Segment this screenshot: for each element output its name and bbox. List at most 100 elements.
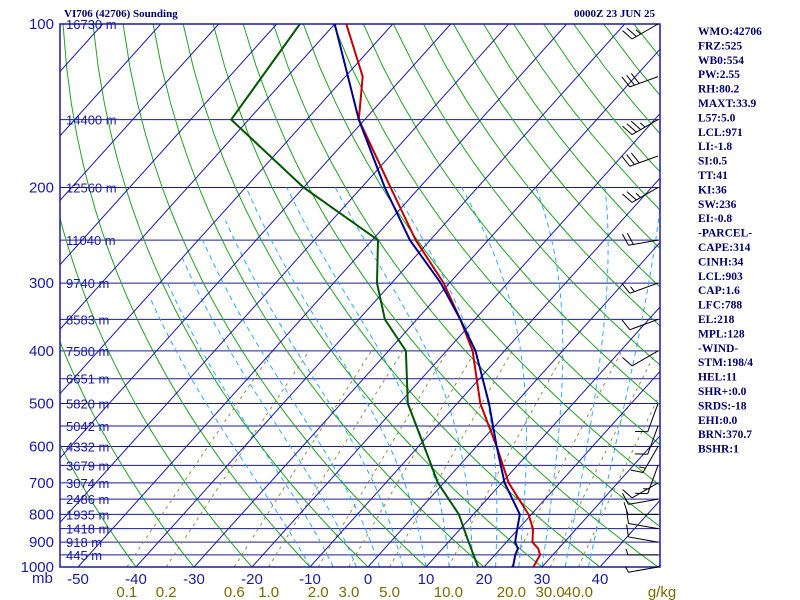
temperature-tick-label: 20: [476, 571, 493, 588]
wind-barb: [626, 510, 659, 530]
isotherm-line: [193, 48, 660, 567]
moist-adiabat-line: [564, 187, 609, 567]
mixing-ratio-line: [389, 350, 513, 567]
moist-adiabat-line: [286, 187, 450, 567]
wind-barb: [622, 482, 659, 499]
index-value: BSHR:1: [698, 444, 739, 456]
wind-barbs: [621, 23, 659, 573]
temperature-tick-label: -20: [241, 571, 263, 588]
wind-barb-staff: [629, 76, 659, 88]
wind-barb-feather: [622, 125, 633, 135]
pressure-units-label: mb: [32, 570, 53, 587]
mixing-ratio-line: [549, 350, 657, 567]
isotherm-line: [541, 435, 660, 567]
station-title: VI706 (42706) Sounding: [64, 8, 178, 20]
wind-barb-feather: [626, 123, 637, 133]
wind-barb-feather: [622, 489, 633, 499]
dry-adiabat-line: [242, 24, 659, 567]
wind-barb-feather: [621, 233, 629, 246]
pressure-tick-label: 800: [29, 506, 54, 523]
height-labels: 16730 m 14400 m 12560 m 11040 m 9740 m 8583 m…: [66, 17, 117, 563]
wind-barb-feather: [630, 152, 640, 164]
pressure-tick-label: 700: [29, 475, 54, 492]
dry-adiabat-line: [302, 24, 660, 486]
height-label: 1935 m: [66, 507, 109, 522]
index-value: MPL:128: [698, 328, 745, 340]
height-label: 8583 m: [66, 312, 109, 327]
mixing-ratio-tick-label: 3.0: [339, 584, 360, 600]
mixing-ratio-tick-label: 0.1: [116, 584, 137, 600]
wind-barb-half-feather: [635, 192, 642, 198]
temperature-tick-label: 0: [364, 571, 372, 588]
mixing-ratio-line: [348, 350, 477, 567]
moist-adiabat-line: [334, 187, 473, 567]
isotherm-line: [309, 177, 660, 567]
pressure-tick-label: 1000: [21, 559, 54, 576]
dry-adiabat-line: [182, 24, 543, 567]
index-value: CAP:1.6: [698, 285, 740, 297]
isotherm-line: [60, 24, 278, 266]
dry-adiabat-line: [362, 24, 660, 406]
wind-barb-feather: [630, 73, 640, 84]
index-value: MAXT:33.9: [698, 98, 756, 110]
index-value: WMO:42706: [698, 26, 762, 38]
pressure-tick-label: 500: [29, 396, 54, 413]
mixing-ratio-line: [577, 393, 660, 567]
wind-barb-feather: [621, 493, 629, 505]
index-value: CAPE:314: [698, 242, 751, 254]
index-value: PW:2.55: [698, 69, 740, 81]
isotherm-line: [483, 370, 660, 567]
index-value: EI:-0.8: [698, 213, 732, 225]
dry-adiabat-line: [60, 216, 253, 567]
index-value: SW:236: [698, 199, 737, 211]
wind-barb: [622, 187, 659, 203]
wind-barb-feather: [626, 154, 635, 165]
index-value: -PARCEL-: [698, 228, 752, 240]
wind-barb: [621, 152, 659, 167]
index-value: LCL:903: [698, 271, 743, 283]
dry-adiabat-line: [62, 24, 311, 567]
index-value: EL:218: [698, 314, 735, 326]
dry-adiabat-line: [60, 340, 195, 567]
wind-barb-feather: [622, 357, 633, 367]
height-label: 16730 m: [66, 17, 117, 32]
wind-barb-feather: [623, 502, 629, 515]
dry-adiabat-line: [453, 24, 660, 288]
wind-barb-feather: [626, 524, 629, 538]
mixing-ratio-units-label: g/kg: [648, 584, 676, 600]
height-label: 5042 m: [66, 419, 109, 434]
wind-barb-staff: [629, 318, 659, 331]
wind-barb-feather: [626, 74, 635, 86]
index-value: BRN:370.7: [698, 429, 752, 441]
wind-barb: [623, 502, 658, 515]
wind-barb-staff: [628, 522, 659, 530]
height-label: 12560 m: [66, 180, 117, 195]
isobar-lines: [60, 24, 660, 567]
moist-adiabat-line: [182, 257, 357, 567]
wind-barb: [635, 403, 659, 433]
wind-barb-feather: [622, 193, 633, 203]
index-value: L57:5.0: [698, 112, 736, 124]
mixing-ratio-axis-labels: 0.1 0.2 0.6 1.0 2.0 3.0 5.0 10.0 20.0 30.0 40.0 g/k…: [116, 584, 676, 600]
dry-adiabat-line: [152, 24, 485, 567]
wind-barb-feather: [630, 120, 642, 130]
dry-adiabat-line: [212, 24, 601, 567]
sounding-time: 0000Z 23 JUN 25: [574, 8, 655, 20]
mixing-ratio-tick-label: 0.6: [224, 584, 245, 600]
isotherm-lines: [60, 24, 660, 567]
temperature-tick-label: 40: [592, 571, 609, 588]
index-value: -WIND-: [698, 343, 738, 355]
mixing-ratio-tick-label: 1.0: [258, 584, 279, 600]
dry-adiabat-line: [392, 24, 660, 366]
moist-adiabat-line: [392, 187, 498, 567]
pressure-tick-label: 100: [29, 16, 54, 33]
index-value: EHI:0.0: [698, 415, 738, 427]
mixing-ratio-lines: [126, 350, 660, 567]
wind-barb-feather: [622, 30, 633, 40]
wind-barb: [625, 566, 659, 573]
dry-adiabat-line: [543, 24, 660, 173]
moist-adiabat-line: [535, 187, 564, 567]
wind-barb: [622, 350, 659, 367]
height-label: 3074 m: [66, 476, 109, 491]
